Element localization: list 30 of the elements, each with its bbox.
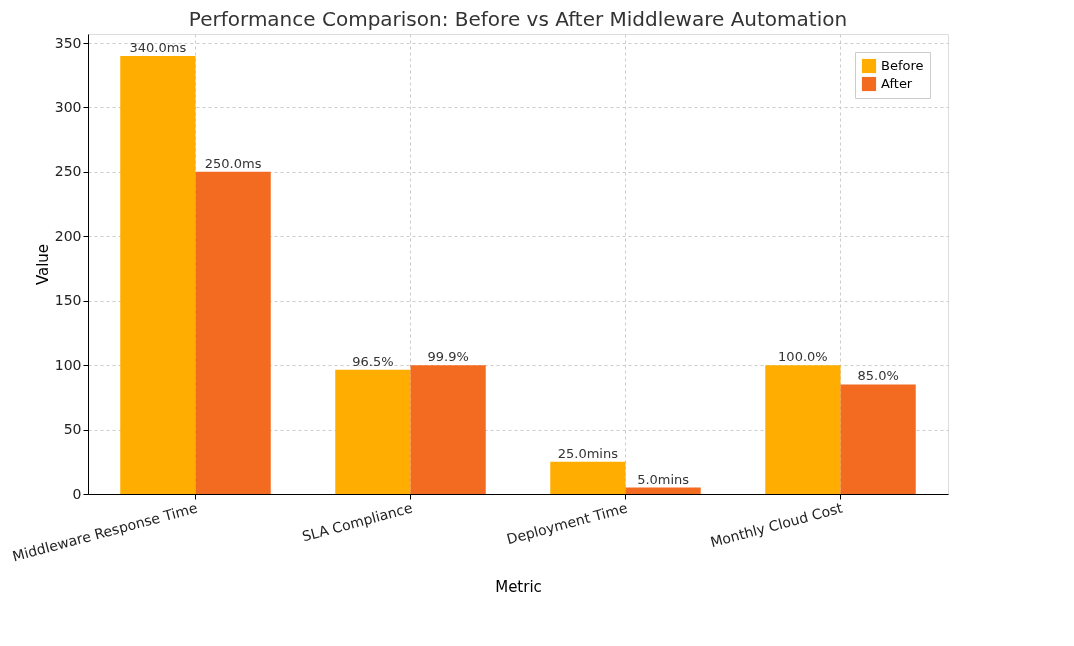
y-tick-label: 0: [72, 485, 82, 502]
y-tick-label: 150: [54, 292, 82, 309]
y-tick-label: 200: [54, 227, 82, 244]
bar: [410, 365, 486, 494]
data-label: 5.0mins: [637, 471, 690, 487]
y-tick-label: 50: [63, 421, 82, 438]
data-label: 99.9%: [427, 349, 469, 365]
bar: [765, 365, 841, 494]
x-axis-title: Metric: [495, 578, 542, 597]
y-tick-label: 300: [54, 98, 82, 115]
legend-label: After: [881, 76, 913, 91]
chart-title: Performance Comparison: Before vs After Middleware Automation: [188, 7, 848, 31]
data-label: 100.0%: [778, 349, 828, 365]
bar: [335, 369, 411, 494]
bar: [840, 384, 916, 494]
bar: [550, 461, 626, 494]
y-tick-label: 350: [54, 34, 82, 51]
data-label: 250.0ms: [204, 155, 262, 171]
y-tick-label: 250: [54, 163, 82, 180]
y-tick-label: 100: [54, 356, 82, 373]
data-label: 96.5%: [352, 353, 394, 369]
bar: [120, 55, 196, 494]
bar: [625, 487, 701, 494]
data-label: 25.0mins: [557, 445, 619, 461]
bar: [195, 171, 271, 494]
y-axis-title: Value: [33, 243, 52, 286]
data-label: 340.0ms: [129, 39, 187, 55]
legend-label: Before: [881, 58, 924, 73]
x-tick-label: Monthly Cloud Cost: [708, 499, 845, 551]
data-label: 85.0%: [857, 368, 899, 384]
